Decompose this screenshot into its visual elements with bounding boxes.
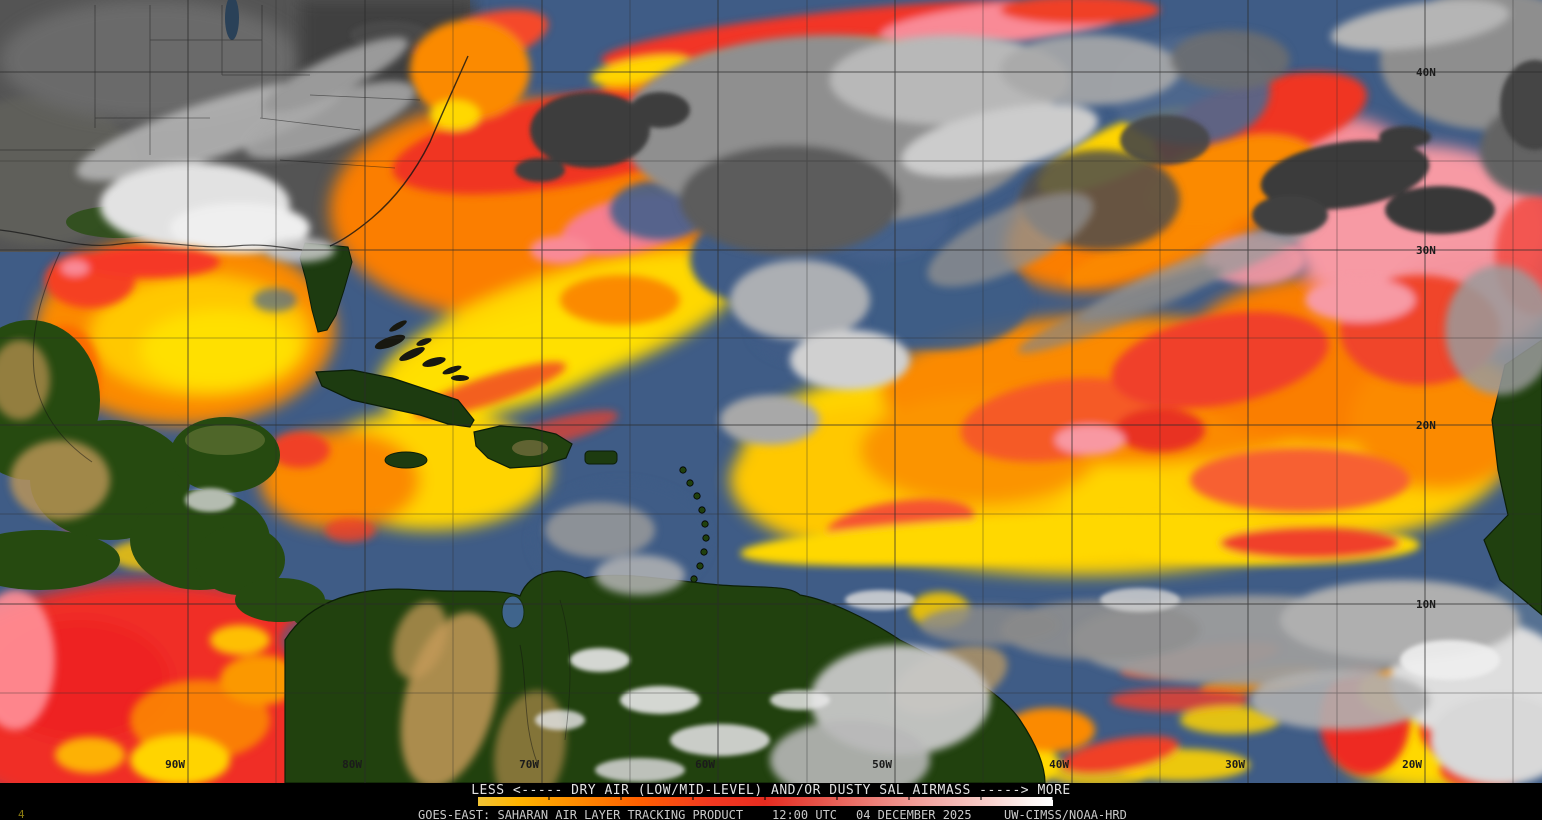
map-borders [0, 5, 571, 766]
corner-mark: 4 [18, 808, 25, 820]
grid-overlay [0, 0, 1542, 783]
bahamas-islands [374, 320, 469, 381]
cloud-cover [76, 0, 1542, 783]
central-america-land [0, 320, 370, 638]
cuba-island [315, 369, 475, 428]
latitude-label-30n: 30N [1416, 244, 1436, 257]
legend-gradient [478, 797, 1053, 806]
puerto-rico-island [584, 450, 618, 465]
timestamp: 12:00 UTC [772, 808, 838, 820]
florida-land [299, 242, 353, 333]
very-dry-charcoal-patches [515, 60, 1542, 235]
legend-tick-marks [478, 797, 1053, 800]
product-title: GOES-EAST: SAHARAN AIR LAYER TRACKING PR… [418, 808, 744, 820]
longitude-label-90w: 90W [165, 758, 185, 771]
latitude-label-10n: 10N [1416, 598, 1436, 611]
longitude-label-70w: 70W [519, 758, 539, 771]
date-label: 04 DECEMBER 2025 [856, 808, 972, 820]
sal-satellite-image: 40N 30N 20N 10N 90W 80W 70W 60W 50W 40W … [0, 0, 1542, 783]
state-borders [0, 5, 421, 169]
longitude-label-80w: 80W [342, 758, 362, 771]
latitude-label-40n: 40N [1416, 66, 1436, 79]
longitude-label-40w: 40W [1049, 758, 1069, 771]
major-gridlines [0, 0, 1542, 783]
satellite-map: 40N 30N 20N 10N 90W 80W 70W 60W 50W 40W … [0, 0, 1542, 783]
latitude-label-20n: 20N [1416, 419, 1436, 432]
jamaica-island [384, 451, 428, 469]
lake-maracaibo [501, 595, 525, 629]
legend-caption: LESS <----- DRY AIR (LOW/MID-LEVEL) AND/… [471, 783, 1071, 798]
agency-credit: UW-CIMSS/NOAA-HRD [1004, 808, 1127, 820]
longitude-label-50w: 50W [872, 758, 892, 771]
longitude-label-60w: 60W [695, 758, 715, 771]
legend-colorbar [478, 797, 1053, 806]
footer-bar: LESS <----- DRY AIR (LOW/MID-LEVEL) AND/… [0, 783, 1542, 820]
longitude-label-30w: 30W [1225, 758, 1245, 771]
longitude-label-20w: 20W [1402, 758, 1422, 771]
grid-labels: 40N 30N 20N 10N 90W 80W 70W 60W 50W 40W … [165, 66, 1436, 771]
minor-gridlines [0, 0, 1542, 783]
credit-line: GOES-EAST: SAHARAN AIR LAYER TRACKING PR… [0, 808, 1542, 820]
